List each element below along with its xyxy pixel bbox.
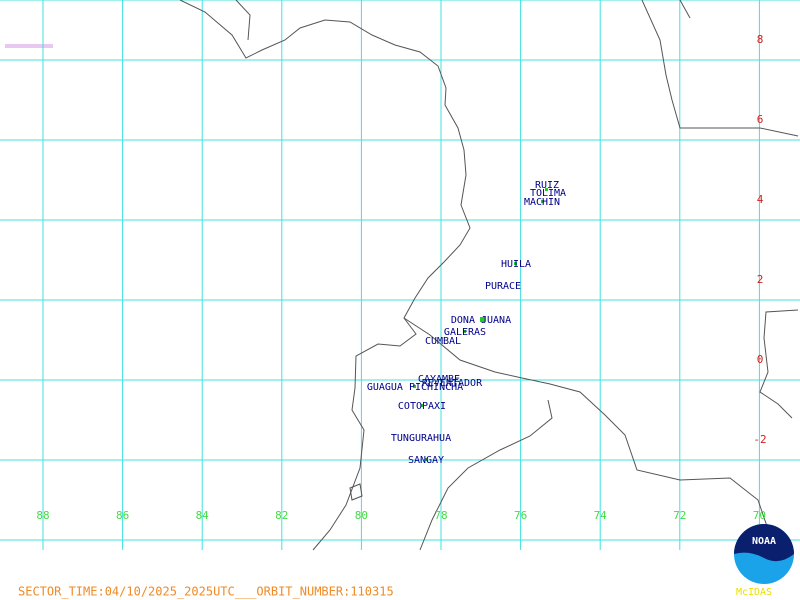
- volcano-marker: [413, 385, 416, 388]
- border: [403, 317, 771, 536]
- footer-text: SECTOR_TIME:04/10/2025_2025UTC___ORBIT_N…: [18, 585, 394, 599]
- lat-label: 8: [757, 33, 764, 46]
- volcano-label: SANGAY: [408, 455, 444, 466]
- volcano-label: TOLIMA: [530, 188, 566, 199]
- volcano-label: RUIZ: [535, 180, 559, 191]
- volcano-label: REVENTADOR: [422, 378, 483, 389]
- lat-label: -2: [753, 433, 766, 446]
- island: [349, 483, 363, 501]
- border: [419, 399, 553, 551]
- lon-label: 74: [594, 509, 608, 522]
- volcano-marker: [463, 330, 466, 333]
- lon-label: 78: [434, 509, 447, 522]
- lat-label: 4: [757, 193, 764, 206]
- volcano-label: CAYAMBE: [418, 374, 460, 385]
- coastlines: [179, 0, 799, 551]
- lon-label: 70: [753, 509, 766, 522]
- coastline: [179, 0, 471, 551]
- volcano-marker: [545, 188, 548, 191]
- volcano-marker: [541, 200, 544, 203]
- lon-label: 80: [355, 509, 368, 522]
- noaa-logo: NOAA: [734, 524, 794, 584]
- artifact: [5, 44, 53, 48]
- volcano-label: MACHIN: [524, 197, 560, 208]
- lat-label: 6: [757, 113, 764, 126]
- volcano-marker: [421, 404, 424, 407]
- lat-label: 0: [757, 353, 764, 366]
- volcano-label: DONA JUANA: [451, 315, 511, 326]
- volcano-marker: [425, 458, 428, 461]
- volcanoes: RUIZ TOLIMA MACHIN HUILA PURACE DONA JUA…: [367, 180, 566, 466]
- brand-text: McIDAS: [736, 587, 772, 598]
- coastline: [235, 0, 251, 41]
- lon-label: 86: [116, 509, 129, 522]
- lon-label: 82: [275, 509, 288, 522]
- volcano-label: PURACE: [485, 281, 521, 292]
- volcano-label: COTOPAXI: [398, 401, 446, 412]
- logo-top: [734, 524, 794, 562]
- lat-label: 2: [757, 273, 764, 286]
- volcano-label: TUNGURAHUA: [391, 433, 451, 444]
- volcano-label: CUMBAL: [425, 336, 461, 347]
- logo-text: NOAA: [752, 536, 776, 547]
- lon-label: 84: [196, 509, 210, 522]
- border: [641, 0, 799, 137]
- volcano-label: HUILA: [501, 259, 531, 270]
- lon-label: 72: [673, 509, 686, 522]
- lon-label: 76: [514, 509, 527, 522]
- graticule: [0, 0, 800, 550]
- volcano-marker: [514, 262, 517, 265]
- border: [679, 0, 691, 19]
- border: [759, 309, 799, 419]
- volcano-label: GUAGUA PICHINCHA: [367, 382, 463, 393]
- volcano-label: GALERAS: [444, 327, 486, 338]
- volcano-marker: [480, 317, 485, 322]
- lon-label: 88: [36, 509, 49, 522]
